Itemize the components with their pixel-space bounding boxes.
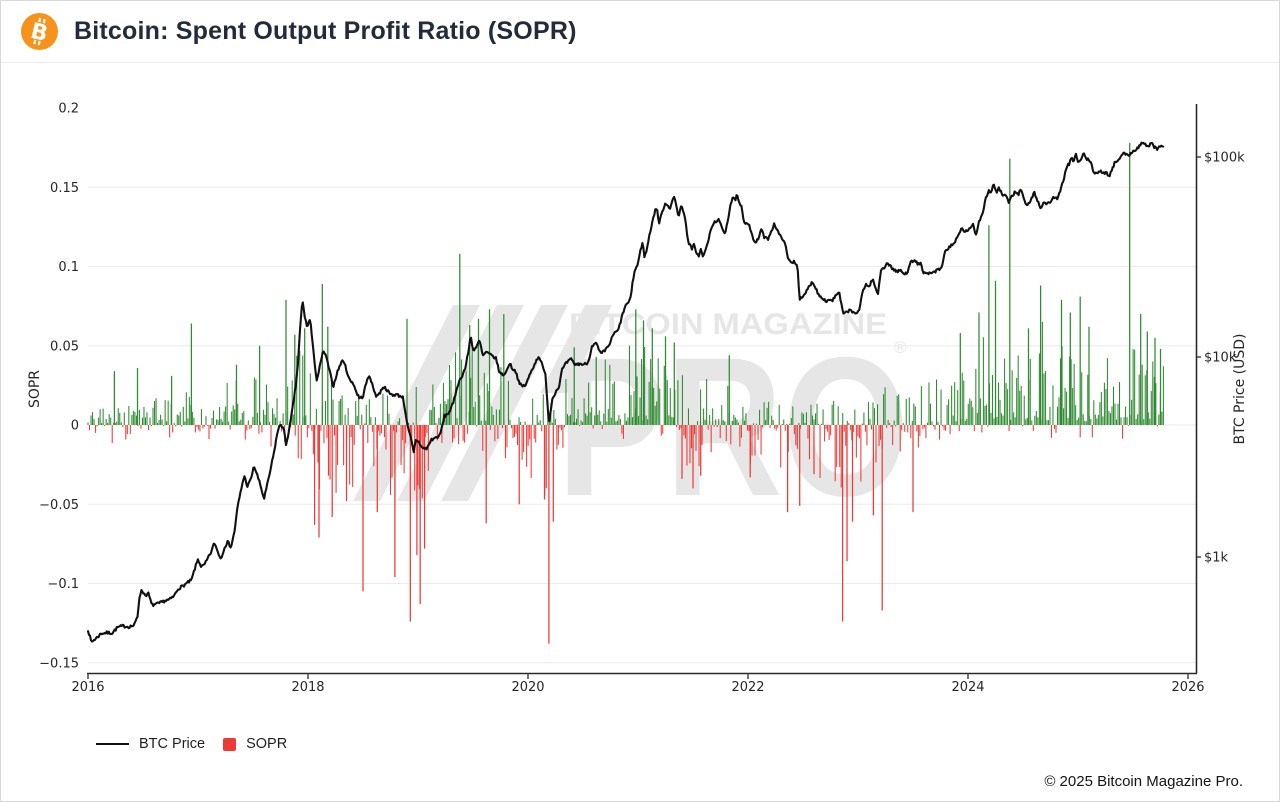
axes: [87, 104, 1198, 675]
x-axis-tick-label: 2016: [71, 680, 104, 695]
y-axis-right: $100k $10k $1k BTC Price (USD): [1196, 151, 1248, 566]
x-axis-tick-label: 2022: [731, 680, 764, 695]
x-axis-tick-label: 2024: [951, 680, 984, 695]
left-axis-tick-label: 0.2: [58, 102, 79, 117]
sopr-swatch: [223, 737, 237, 751]
bitcoin-icon: B: [21, 13, 58, 50]
chart-legend: BTC Price SOPR: [96, 736, 287, 752]
left-axis-tick-label: −0.15: [39, 656, 79, 671]
legend-item-btc-price[interactable]: BTC Price: [96, 736, 205, 752]
x-axis-tick-label: 2026: [1171, 680, 1204, 695]
svg-text:B: B: [28, 19, 50, 47]
sopr-chart-plot[interactable]: BITCOIN MAGAZINE®PRO0.20.150.10.050−0.05…: [1, 63, 1280, 773]
left-axis-tick-label: 0.15: [50, 181, 79, 196]
y-axis-left: 0.2 0.15 0.1 0.05 0 −0.05 −0.1 −0.15 SOPR: [27, 102, 79, 672]
x-axis-tick-label: 2018: [291, 680, 324, 695]
page-title: Bitcoin: Spent Output Profit Ratio (SOPR…: [74, 17, 577, 45]
sopr-bars-series[interactable]: [87, 142, 1164, 644]
btc-price-line[interactable]: [86, 141, 1165, 643]
header: B Bitcoin: Spent Output Profit Ratio (SO…: [1, 1, 1279, 63]
btc-price-line-swatch: [96, 743, 129, 745]
copyright-text: © 2025 Bitcoin Magazine Pro.: [1044, 773, 1243, 790]
legend-label-sopr: SOPR: [246, 736, 288, 752]
watermark-registered-mark: ®: [894, 338, 907, 357]
legend-label-btc-price: BTC Price: [139, 736, 206, 752]
x-axis: 2016 2018 2020 2022 2024 2026: [71, 674, 1205, 695]
x-axis-tick-label: 2020: [511, 680, 544, 695]
left-axis-tick-label: 0.1: [58, 260, 79, 275]
right-axis-tick-label: $10k: [1204, 351, 1237, 366]
left-axis-tick-label: −0.05: [39, 498, 79, 513]
left-axis-tick-label: −0.1: [47, 577, 79, 592]
left-axis-tick-label: 0: [71, 419, 79, 434]
right-axis-tick-label: $100k: [1204, 151, 1245, 166]
left-axis-tick-label: 0.05: [50, 339, 79, 354]
left-axis-title: SOPR: [27, 370, 43, 408]
right-axis-tick-label: $1k: [1204, 551, 1229, 566]
right-axis-title: BTC Price (USD): [1232, 333, 1248, 444]
legend-item-sopr[interactable]: SOPR: [223, 736, 287, 752]
